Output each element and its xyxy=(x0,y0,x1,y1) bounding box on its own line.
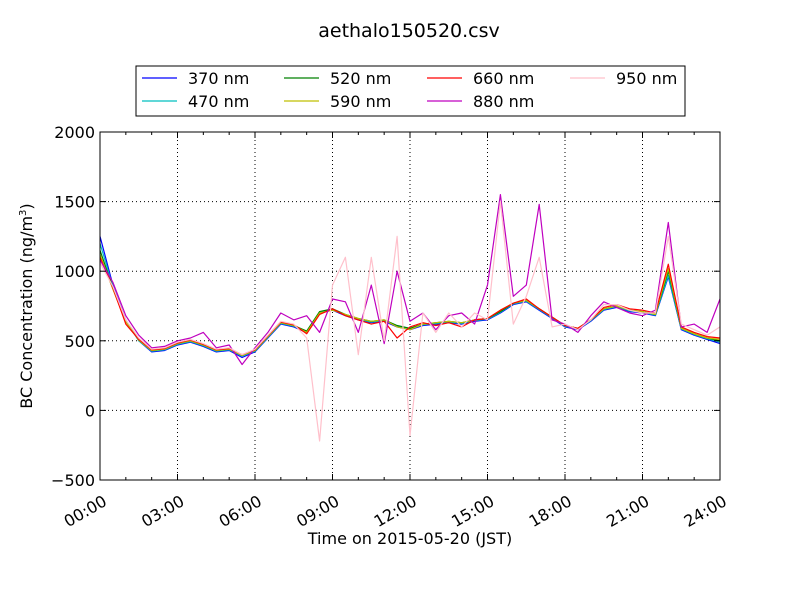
axis-ticks xyxy=(99,131,721,481)
legend-label: 520 nm xyxy=(330,69,391,88)
x-tick-label: 18:00 xyxy=(526,491,575,531)
x-tick-label: 00:00 xyxy=(61,491,110,531)
grid xyxy=(100,132,720,480)
x-axis-label: Time on 2015-05-20 (JST) xyxy=(307,529,512,548)
y-tick-label: 0 xyxy=(85,401,95,420)
y-tick-label: −500 xyxy=(51,471,95,490)
x-tick-labels: 00:00 03:00 06:00 09:00 12:00 15:00 18:00 21:00… xyxy=(61,491,730,531)
y-axis-label-superscript: 3 xyxy=(18,210,29,216)
legend-label: 880 nm xyxy=(473,92,534,111)
x-tick-label: 06:00 xyxy=(216,491,265,531)
series-line xyxy=(99,201,721,442)
series-lines xyxy=(99,194,721,442)
legend: 370 nm 470 nm 520 nm 590 nm 660 nm 880 nm 950 … xyxy=(135,65,686,117)
y-axis-label-main: BC Concentration (ng/m xyxy=(17,216,36,409)
x-tick-label: 09:00 xyxy=(293,491,342,531)
y-axis-label: BC Concentration (ng/m3) xyxy=(17,203,36,408)
series-line xyxy=(99,254,721,356)
legend-label: 370 nm xyxy=(188,69,249,88)
series-line xyxy=(99,243,721,357)
y-tick-label: 500 xyxy=(64,332,95,351)
x-tick-label: 15:00 xyxy=(448,491,497,531)
x-tick-label: 21:00 xyxy=(603,491,652,531)
chart-title: aethalo150520.csv xyxy=(318,20,500,42)
y-axis-label-tail: ) xyxy=(17,203,36,209)
x-tick-label: 24:00 xyxy=(681,491,730,531)
y-tick-labels: −500 0 500 1000 1500 2000 xyxy=(51,123,95,490)
x-tick-label: 12:00 xyxy=(371,491,420,531)
series-line xyxy=(99,194,721,366)
y-tick-label: 2000 xyxy=(54,123,95,142)
legend-label: 590 nm xyxy=(330,92,391,111)
legend-label: 950 nm xyxy=(616,69,677,88)
legend-label: 470 nm xyxy=(188,92,249,111)
legend-label: 660 nm xyxy=(473,69,534,88)
legend-box xyxy=(135,65,686,117)
y-tick-label: 1500 xyxy=(54,193,95,212)
legend-items: 370 nm 470 nm 520 nm 590 nm 660 nm 880 nm 950 … xyxy=(142,69,677,111)
x-tick-label: 03:00 xyxy=(138,491,187,531)
y-tick-label: 1000 xyxy=(54,262,95,281)
